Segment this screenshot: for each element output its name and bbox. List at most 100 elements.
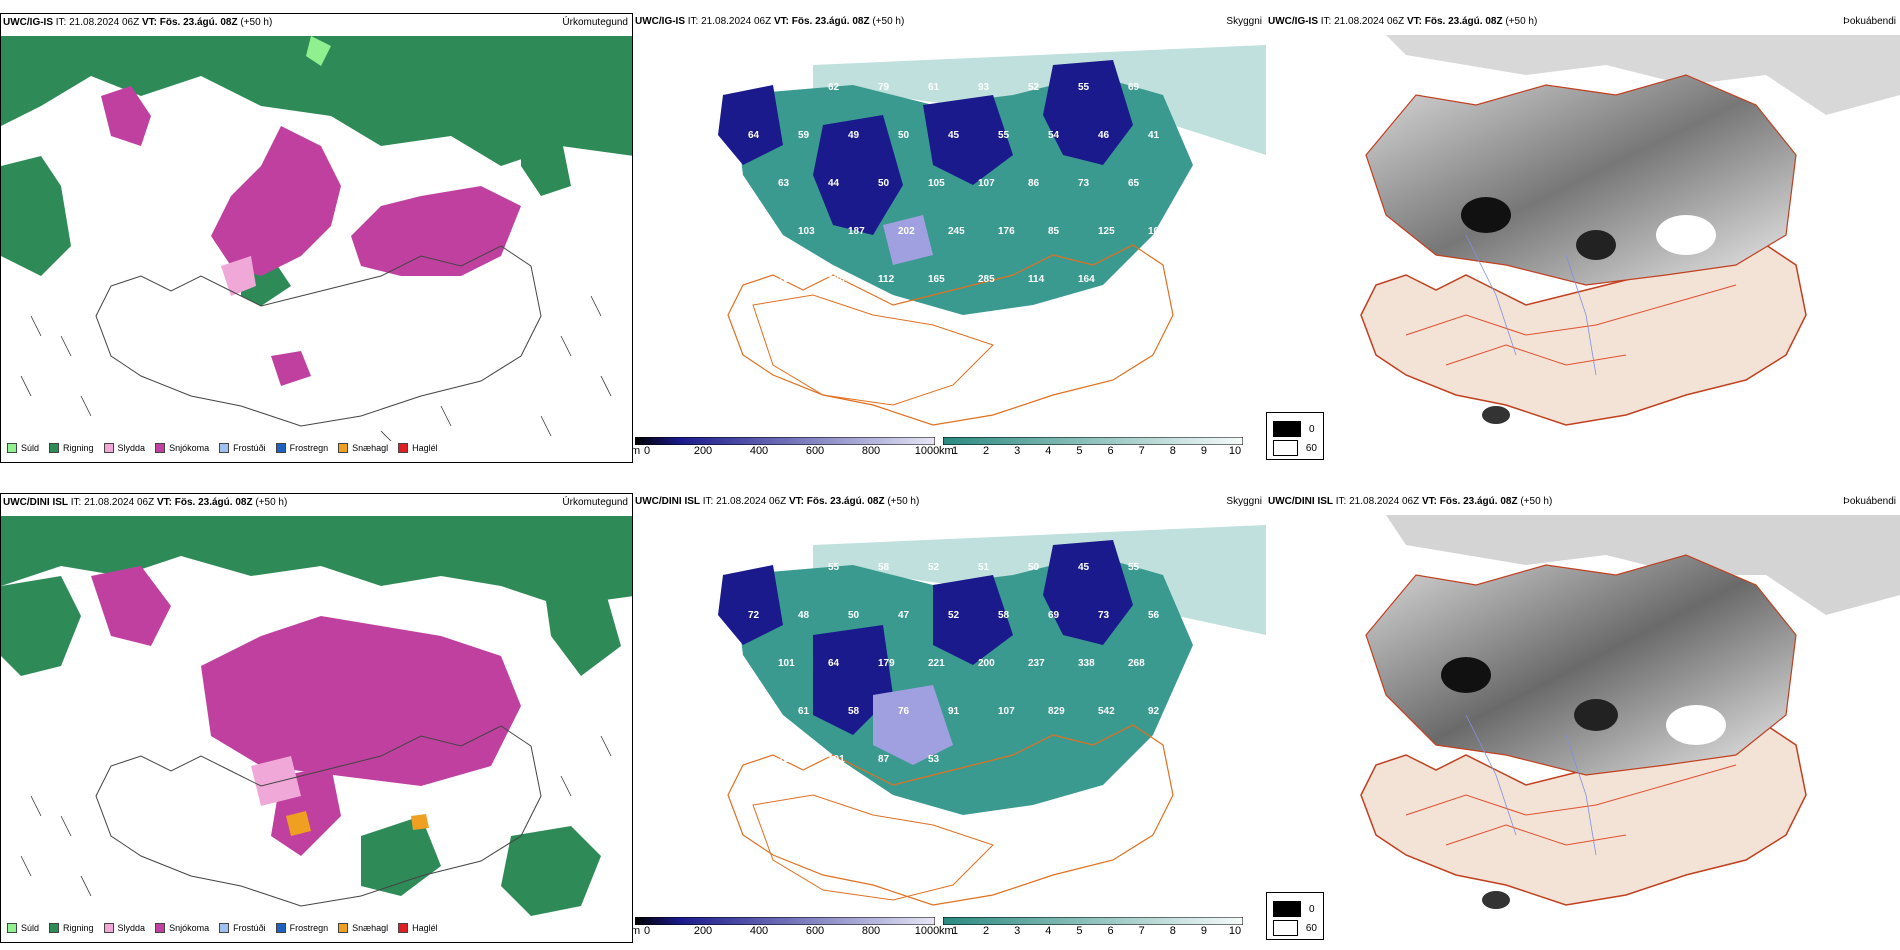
cloud-base-label: 85 [898, 322, 910, 333]
precip-panel-row2: UWC/DINI ISL IT: 21.08.2024 06Z VT: Fös.… [0, 493, 633, 943]
fog-header-row1: UWC/IG-IS IT: 21.08.2024 06Z VT: Fös. 23… [1268, 16, 1898, 32]
cloud-base-label: 19 [998, 322, 1010, 333]
cloud-base-label: 45 [1078, 562, 1090, 573]
cloud-base-label: 70 [728, 274, 740, 285]
fog-header-row2: UWC/DINI ISL IT: 21.08.2024 06Z VT: Fös.… [1268, 496, 1898, 512]
cloud-base-label: 55 [1128, 562, 1140, 573]
precip-legend-row2: Súld Rigning Slydda Snjókoma Frostúði Frostre… [7, 920, 438, 936]
colorbar-tick: 8 [1169, 925, 1176, 937]
precip-header-row1: UWC/IG-IS IT: 21.08.2024 06Z VT: Fös. 23… [3, 17, 630, 33]
legend-label: Snjókoma [169, 923, 210, 933]
colorbar-tick: 4 [1045, 925, 1052, 937]
cloud-base-label: 120 [778, 754, 795, 765]
cloud-base-label: 164 [1078, 274, 1095, 285]
cloud-base-label: 202 [898, 226, 915, 237]
cloud-base-label: 107 [978, 178, 995, 189]
cloud-base-label: 110 [1048, 322, 1065, 333]
fog-panel-row1: UWC/IG-IS IT: 21.08.2024 06Z VT: Fös. 23… [1266, 13, 1900, 463]
cloud-base-label: 64 [828, 658, 840, 669]
cloud-base-label: 98 [748, 322, 760, 333]
cloud-base-label: 58 [878, 562, 890, 573]
fog-legend-row1: 0 60 [1266, 412, 1324, 460]
legend-item-slydda: Slydda [103, 923, 145, 933]
cloud-base-label: 68 [728, 562, 740, 573]
colorbar-tick: 4 [1045, 445, 1052, 457]
colorbar-tick: 2 [983, 925, 990, 937]
legend-item-frostúði: Frostúði [219, 443, 266, 453]
cloud-base-label: 48 [798, 610, 810, 621]
colorbar-tick: 7 [1138, 925, 1145, 937]
precip-panel-row1: UWC/IG-IS IT: 21.08.2024 06Z VT: Fös. 23… [0, 13, 633, 463]
cloud-base-label: 245 [948, 226, 965, 237]
legend-label: Frostregn [289, 923, 329, 933]
cloud-base-label: 52 [948, 610, 960, 621]
cloud-base-label: 105 [928, 178, 945, 189]
cloud-base-label: 76 [898, 706, 910, 717]
cloud-base-label: 268 [1128, 658, 1145, 669]
cloud-base-label: 53 [928, 754, 940, 765]
legend-swatch [338, 923, 349, 933]
lead-time: (+50 h) [255, 497, 288, 508]
colorbar-unit: km [939, 925, 954, 937]
colorbar-tick: 800 [861, 925, 881, 937]
cloud-base-label: 69 [1128, 82, 1140, 93]
cloud-base-label: 101 [778, 658, 795, 669]
legend-item-snæhagl: Snæhagl [338, 443, 388, 453]
colorbar-tick: 9 [1200, 445, 1207, 457]
legend-item-rigning: Rigning [49, 443, 94, 453]
legend-item-frostúði: Frostúði [219, 923, 266, 933]
legend-label: Slydda [117, 443, 146, 453]
precip-map-row2 [1, 516, 632, 926]
cloud-base-label: 50 [878, 178, 890, 189]
cloud-base-label: 73 [1078, 178, 1090, 189]
legend-item-súld: Súld [7, 443, 39, 453]
colorbar-tick: 600 [805, 925, 825, 937]
legend-item-frostregn: Frostregn [275, 443, 328, 453]
cloud-base-label: 110 [948, 322, 965, 333]
cloud-base-label: 79 [778, 562, 790, 573]
cloud-base-label: 52 [728, 82, 740, 93]
precip-map-row1 [1, 36, 632, 446]
cloud-base-label: 52 [1028, 82, 1040, 93]
cloud-map-row1: 52 63 62 79 61 93 52 55 69 64 59 49 50 45 55 54 46 41 53 63… [633, 35, 1266, 435]
legend-item-snjókoma: Snjókoma [155, 923, 209, 933]
colorbar-tick: 1000 [914, 445, 940, 457]
cloud-base-label: 179 [878, 658, 895, 669]
vis-colorbar-ticks: km 1 2 3 4 5 6 7 8 9 10 [939, 445, 1243, 459]
valid-time: VT: Fös. 23.ágú. 08Z [156, 497, 253, 508]
legend-label: Súld [21, 923, 40, 933]
base-colorbar-ticks: m 0 200 400 600 800 1000 [633, 925, 939, 939]
legend-label: Frostúði [233, 443, 266, 453]
legend-item-slydda: Slydda [103, 443, 146, 453]
cloud-base-label: 103 [798, 226, 815, 237]
cloud-base-label: 53 [728, 178, 740, 189]
panel-title: Skyggni [1226, 16, 1262, 27]
legend-label: Snæhagl [352, 443, 389, 453]
model-name: UWC/IG-IS [635, 16, 685, 27]
colorbar-tick: 800 [861, 445, 881, 457]
cloud-base-label: 91 [948, 706, 960, 717]
panel-title: Þokuábendi [1843, 496, 1896, 507]
cloud-base-label: 55 [1078, 82, 1090, 93]
legend-swatch [219, 923, 230, 933]
legend-swatch [7, 923, 17, 933]
model-name: UWC/DINI ISL [635, 496, 700, 507]
colorbar-tick: 8 [1169, 445, 1176, 457]
legend-swatch [275, 443, 286, 453]
legend-label: Rigning [63, 443, 94, 453]
valid-time: VT: Fös. 23.ágú. 08Z [788, 496, 885, 507]
colorbar-tick: 10 [1228, 925, 1242, 937]
colorbar-tick: 1 [951, 445, 959, 457]
init-time: IT: 21.08.2024 06Z [702, 496, 787, 507]
colorbar-tick: 3 [1014, 925, 1021, 937]
cloud-panel-row1: UWC/IG-IS IT: 21.08.2024 06Z VT: Fös. 23… [633, 13, 1266, 463]
cloud-base-label: 66 [748, 706, 760, 717]
panel-title: Úrkomutegund [562, 17, 628, 28]
colorbar-tick: 7 [1138, 445, 1145, 457]
legend-swatch [49, 923, 60, 933]
cloud-base-label: 176 [998, 226, 1015, 237]
legend-item-snjókoma: Snjókoma [155, 443, 209, 453]
legend-item-haglél: Haglél [398, 443, 438, 453]
cloud-base-label: 58 [998, 610, 1010, 621]
base-colorbar-row1: m 0 200 400 600 800 1000 [633, 437, 939, 459]
